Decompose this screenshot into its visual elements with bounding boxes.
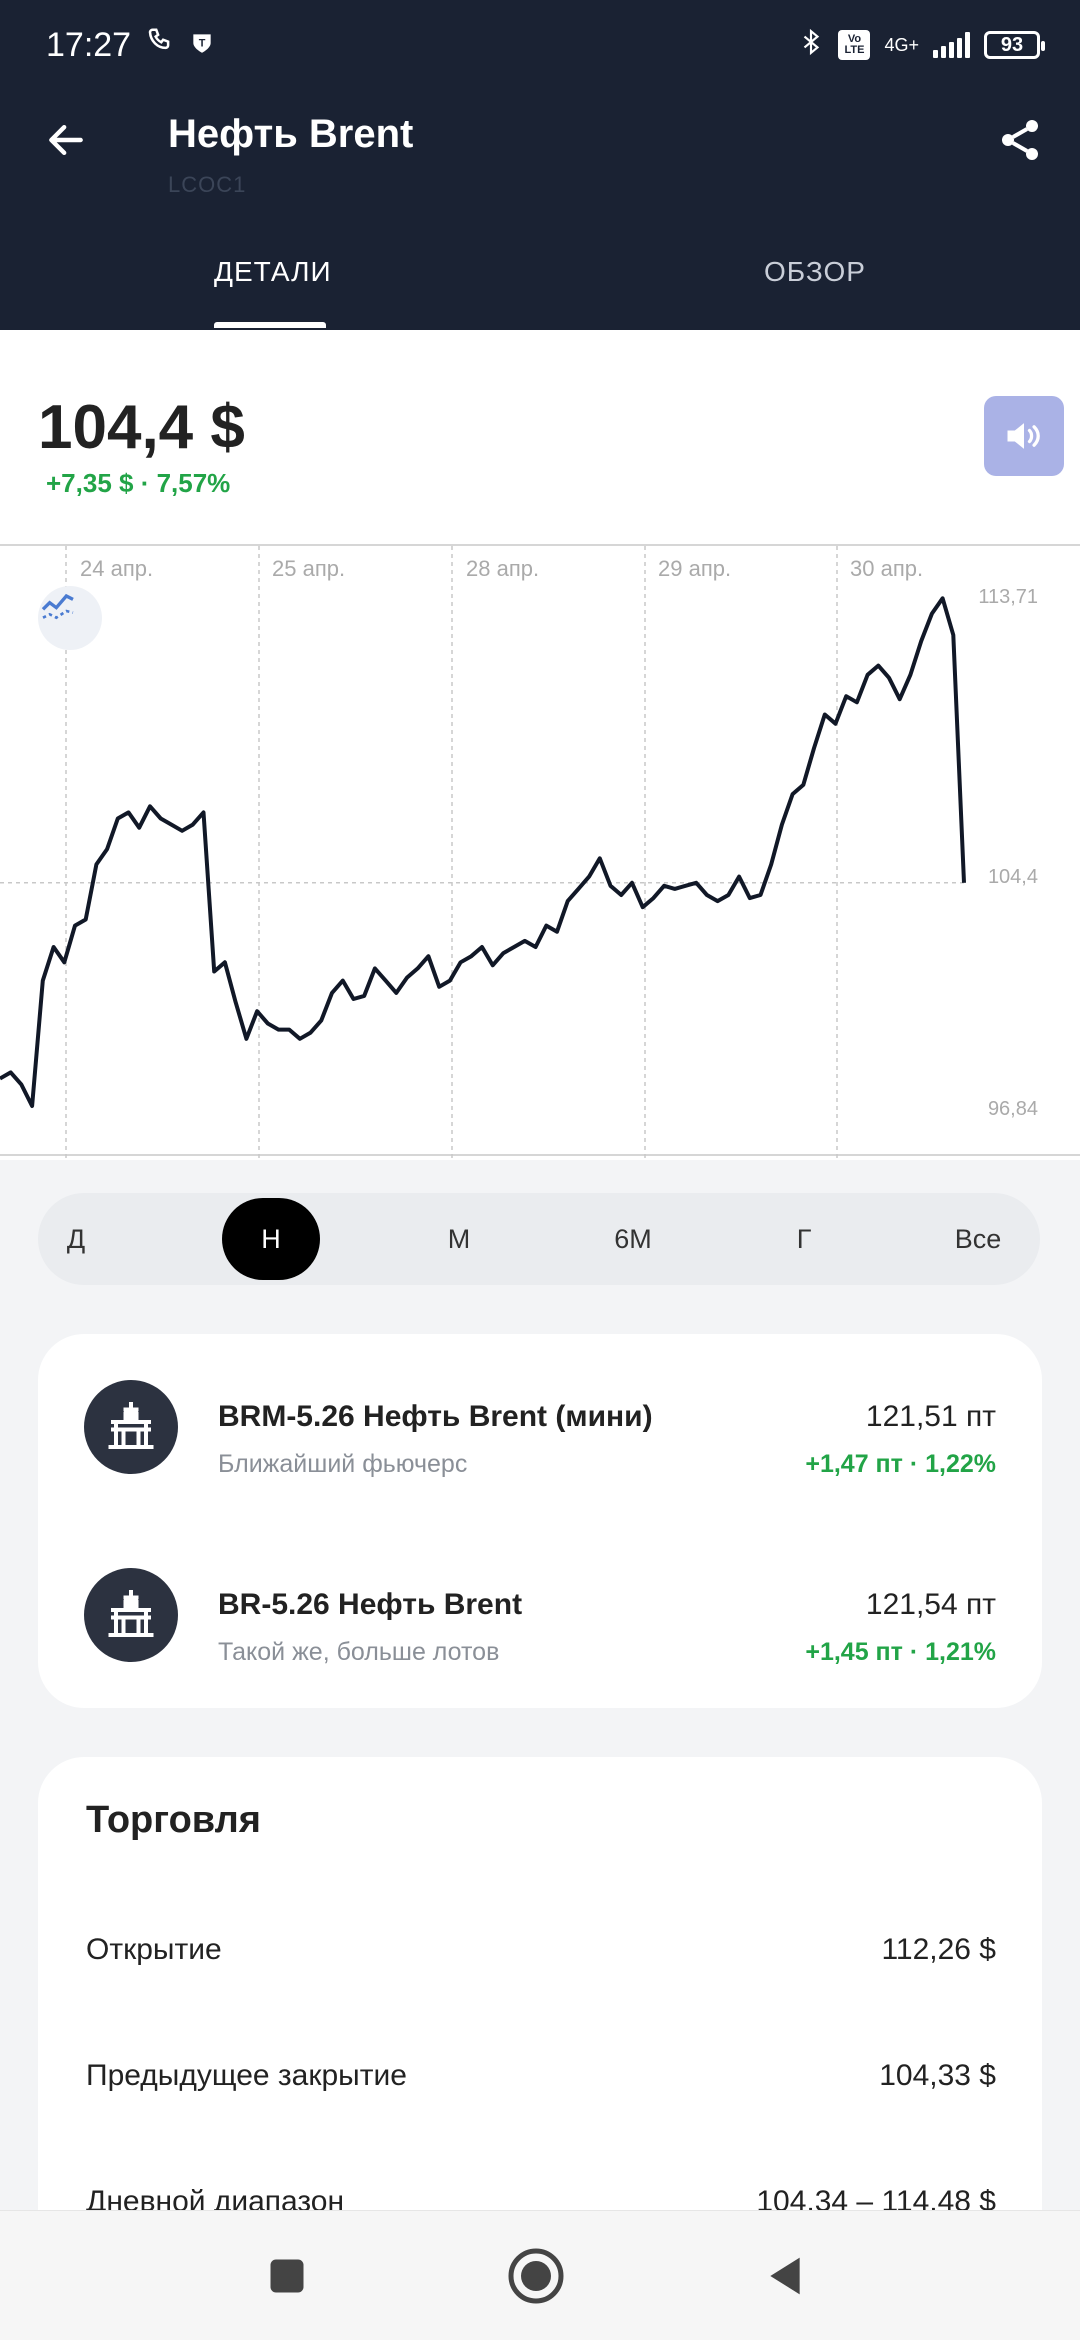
period-week[interactable]: Н bbox=[222, 1198, 320, 1280]
signal-icon bbox=[933, 32, 970, 58]
futures-name: BRM-5.26 Нефть Brent (мини) bbox=[218, 1400, 653, 1433]
bluetooth-icon bbox=[798, 27, 824, 63]
volte-icon: Vo LTE bbox=[838, 30, 871, 60]
home-button[interactable] bbox=[471, 2211, 601, 2340]
back-button[interactable] bbox=[36, 110, 96, 170]
y-tick-label: 113,71 bbox=[978, 586, 1038, 608]
status-bar: 17:27 T Vo LTE 4G+ bbox=[0, 0, 1080, 90]
speaker-icon bbox=[1007, 423, 1040, 449]
futures-row[interactable]: BR-5.26 Нефть Brent Такой же, больше лот… bbox=[38, 1568, 1042, 1688]
current-price: 104,4 $ bbox=[38, 393, 245, 462]
futures-change: +1,45 пт · 1,21% bbox=[805, 1638, 996, 1666]
period-year[interactable]: Г bbox=[796, 1223, 812, 1254]
price-line bbox=[0, 596, 966, 1108]
period-selector: Д Н М 6М Г Все bbox=[38, 1193, 1040, 1285]
square-icon bbox=[270, 2259, 304, 2293]
battery-level: 93 bbox=[1000, 33, 1024, 56]
oil-platform-icon bbox=[84, 1568, 178, 1662]
futures-change: +1,47 пт · 1,22% bbox=[805, 1450, 996, 1478]
period-all[interactable]: Все bbox=[954, 1223, 1002, 1254]
page-title: Нефть Brent bbox=[168, 112, 414, 156]
battery-icon: 93 bbox=[984, 31, 1045, 59]
row-label: Предыдущее закрытие bbox=[86, 2059, 407, 2092]
tab-bar: ДЕТАЛИ ОБЗОР bbox=[0, 240, 1080, 330]
system-nav-bar bbox=[0, 2210, 1080, 2340]
arrow-left-icon bbox=[49, 124, 83, 156]
row-label: Открытие bbox=[86, 1933, 222, 1966]
futures-subtitle: Такой же, больше лотов bbox=[218, 1638, 500, 1666]
y-tick-label: 96,84 bbox=[987, 1098, 1038, 1120]
period-6-months[interactable]: 6М bbox=[614, 1223, 652, 1254]
x-tick-label: 30 апр. bbox=[850, 556, 924, 581]
price-change: +7,35 $ · 7,57% bbox=[46, 468, 231, 498]
row-value: 112,26 $ bbox=[881, 1933, 996, 1966]
share-icon bbox=[1002, 120, 1038, 160]
chart-type-button[interactable] bbox=[38, 586, 102, 650]
shield-icon: T bbox=[189, 26, 215, 65]
x-tick-label: 28 апр. bbox=[466, 556, 540, 581]
row-value: 104,33 $ bbox=[879, 2059, 996, 2092]
clock: 17:27 bbox=[46, 25, 132, 64]
futures-subtitle: Ближайший фьючерс bbox=[218, 1450, 468, 1478]
trading-title: Торговля bbox=[86, 1799, 261, 1841]
call-icon bbox=[145, 26, 175, 65]
futures-name: BR-5.26 Нефть Brent bbox=[218, 1588, 523, 1621]
back-nav-button[interactable] bbox=[720, 2211, 850, 2340]
circle-icon bbox=[508, 2248, 564, 2304]
tab-details[interactable]: ДЕТАЛИ bbox=[214, 256, 332, 287]
network-type: 4G+ bbox=[884, 35, 919, 55]
trading-row-open: Открытие 112,26 $ bbox=[86, 1933, 996, 1983]
quote-section: 104,4 $ +7,35 $ · 7,57% 24 апр. 25 апр. … bbox=[0, 330, 1080, 1160]
tab-overview[interactable]: ОБЗОР bbox=[764, 256, 866, 287]
svg-text:T: T bbox=[199, 37, 206, 49]
x-tick-label: 25 апр. bbox=[272, 556, 346, 581]
futures-row[interactable]: BRM-5.26 Нефть Brent (мини) Ближайший фь… bbox=[38, 1380, 1042, 1500]
toolbar: Нефть Brent LCOC1 bbox=[0, 100, 1080, 210]
share-button[interactable] bbox=[990, 110, 1050, 170]
futures-card: BRM-5.26 Нефть Brent (мини) Ближайший фь… bbox=[38, 1334, 1042, 1708]
futures-price: 121,54 пт bbox=[865, 1588, 996, 1621]
period-day[interactable]: Д bbox=[66, 1223, 86, 1254]
futures-price: 121,51 пт bbox=[865, 1400, 996, 1433]
price-chart[interactable]: 24 апр. 25 апр. 28 апр. 29 апр. 30 апр. … bbox=[0, 544, 1080, 1158]
x-tick-label: 29 апр. bbox=[658, 556, 732, 581]
triangle-back-icon bbox=[770, 2257, 800, 2295]
header: 17:27 T Vo LTE 4G+ bbox=[0, 0, 1080, 330]
trading-row-prev-close: Предыдущее закрытие 104,33 $ bbox=[86, 2059, 996, 2109]
y-tick-label: 104,4 bbox=[987, 866, 1038, 888]
ticker-label: LCOC1 bbox=[168, 172, 247, 197]
oil-platform-icon bbox=[84, 1380, 178, 1474]
x-tick-label: 24 апр. bbox=[80, 556, 154, 581]
recents-button[interactable] bbox=[222, 2211, 352, 2340]
chart-line-icon bbox=[41, 593, 74, 620]
tab-indicator bbox=[214, 322, 326, 328]
period-month[interactable]: М bbox=[447, 1223, 471, 1254]
chart-svg bbox=[0, 546, 966, 1158]
sound-button[interactable] bbox=[984, 396, 1064, 476]
